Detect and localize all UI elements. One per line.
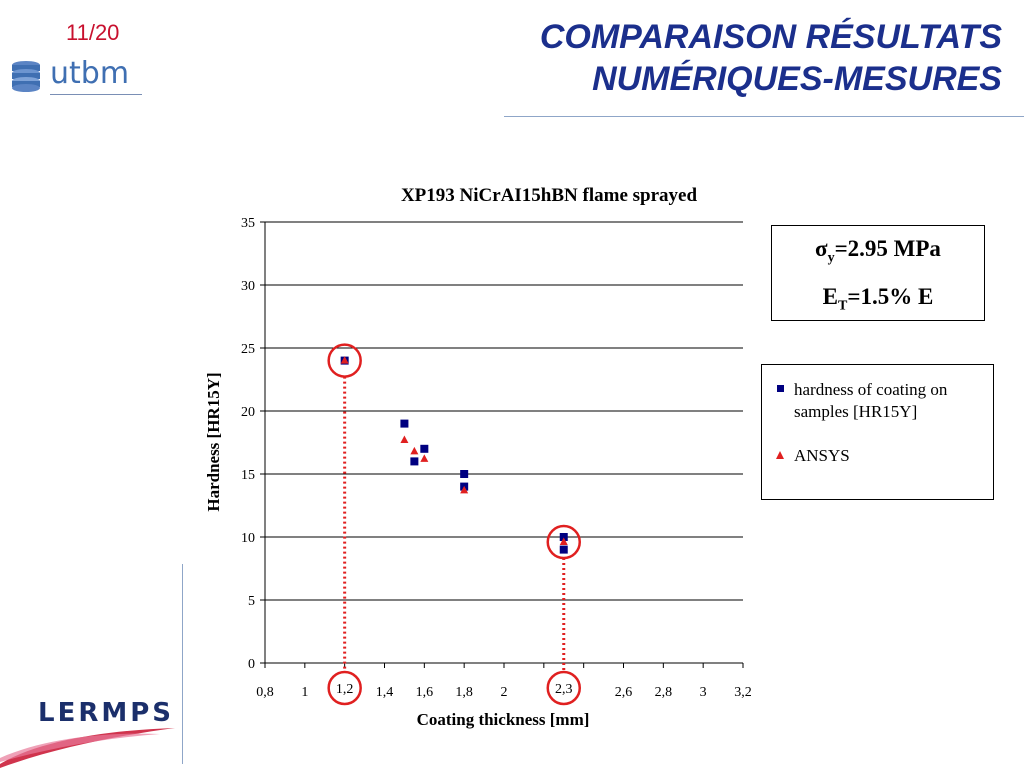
title-divider [504,116,1024,117]
page-number: 11/20 [66,20,120,45]
y-tick-label: 0 [248,657,255,672]
chart-axes: 0 5 10 15 20 25 30 35 0,8 1 1,2 1,4 1,6 1,8 2 2,6 2,8 3 3,… [241,216,752,700]
x-tick-label: 0,8 [256,685,274,700]
legend-label-ansys: ANSYS [794,446,850,465]
measured-point [410,457,419,466]
yield-stress-line: σy=2.95 MPa [772,236,984,267]
chart-annotations: 1,2 2,3 [327,343,581,706]
ansys-point [410,446,419,455]
e-subscript: T [838,298,848,314]
utbm-logo-text: utbm [50,56,130,91]
e-symbol: E [822,284,839,309]
x-tick-label: 3 [700,685,707,700]
tangent-modulus-line: ET=1.5% E [772,284,984,315]
chart-points [340,356,568,554]
x-tick-label: 1,8 [455,685,473,700]
yield-stress-value: =2.95 MPa [834,236,941,261]
tangent-modulus-value: =1.5% E [847,284,934,309]
slide-title: COMPARAISON RÉSULTATS NUMÉRIQUES-MESURES [540,16,1002,100]
ansys-point [340,356,349,364]
y-tick-label: 25 [241,342,255,357]
ansys-point [400,435,409,443]
utbm-logo: utbm [8,56,142,96]
y-axis-label: Hardness [HR15Y] [204,372,223,511]
sigma-symbol: σ [815,236,828,261]
lermps-logo: LERMPS [0,690,185,768]
legend-item-measured: hardness of coating on samples [HR15Y] [774,379,989,423]
material-parameters-box: σy=2.95 MPa ET=1.5% E [771,225,985,321]
sigma-subscript: y [827,250,835,266]
chart-gridlines [265,221,743,601]
slide-title-line2: NUMÉRIQUES-MESURES [592,60,1002,98]
x-tick-label: 2,8 [655,685,673,700]
y-tick-label: 10 [241,531,255,546]
chart-title: XP193 NiCrAI15hBN flame sprayed [401,185,698,206]
x-label-highlight-circle [327,670,362,706]
chart-legend: hardness of coating on samples [HR15Y] A… [761,364,994,500]
ansys-point [559,537,568,546]
utbm-logo-underline [50,94,142,95]
y-tick-label: 20 [241,405,255,420]
slide-title-line1: COMPARAISON RÉSULTATS [539,18,1002,56]
x-tick-label: 2 [501,685,508,700]
measured-point [559,533,568,541]
legend-label-measured: hardness of coating on samples [HR15Y] [794,380,948,421]
lermps-logo-text: LERMPS [38,698,175,728]
x-label-highlight-circle [546,670,581,706]
x-tick-label: 1 [301,685,308,700]
y-tick-label: 15 [241,468,255,483]
x-tick-label: 1,6 [416,685,434,700]
ansys-point [460,485,469,494]
x-tick-label: 1,4 [376,685,394,700]
measured-point [460,470,469,478]
ansys-point [420,454,429,462]
side-divider [182,564,183,764]
x-axis-label: Coating thickness [mm] [417,710,590,729]
measured-point [559,545,568,554]
legend-item-ansys: ANSYS [774,445,989,467]
legend-square-marker-icon [774,379,794,399]
y-tick-label: 35 [241,216,255,231]
y-tick-label: 30 [241,279,255,294]
lermps-swoosh-icon [0,728,175,768]
highlighted-x-label: 2,3 [555,682,573,697]
measured-point [400,419,409,428]
highlighted-x-label: 1,2 [336,682,354,697]
x-tick-label: 2,6 [615,685,633,700]
utbm-logo-icon [12,61,40,92]
measured-point [420,444,429,453]
y-tick-label: 5 [248,594,255,609]
legend-triangle-marker-icon [774,445,794,465]
x-tick-label: 3,2 [734,685,752,700]
